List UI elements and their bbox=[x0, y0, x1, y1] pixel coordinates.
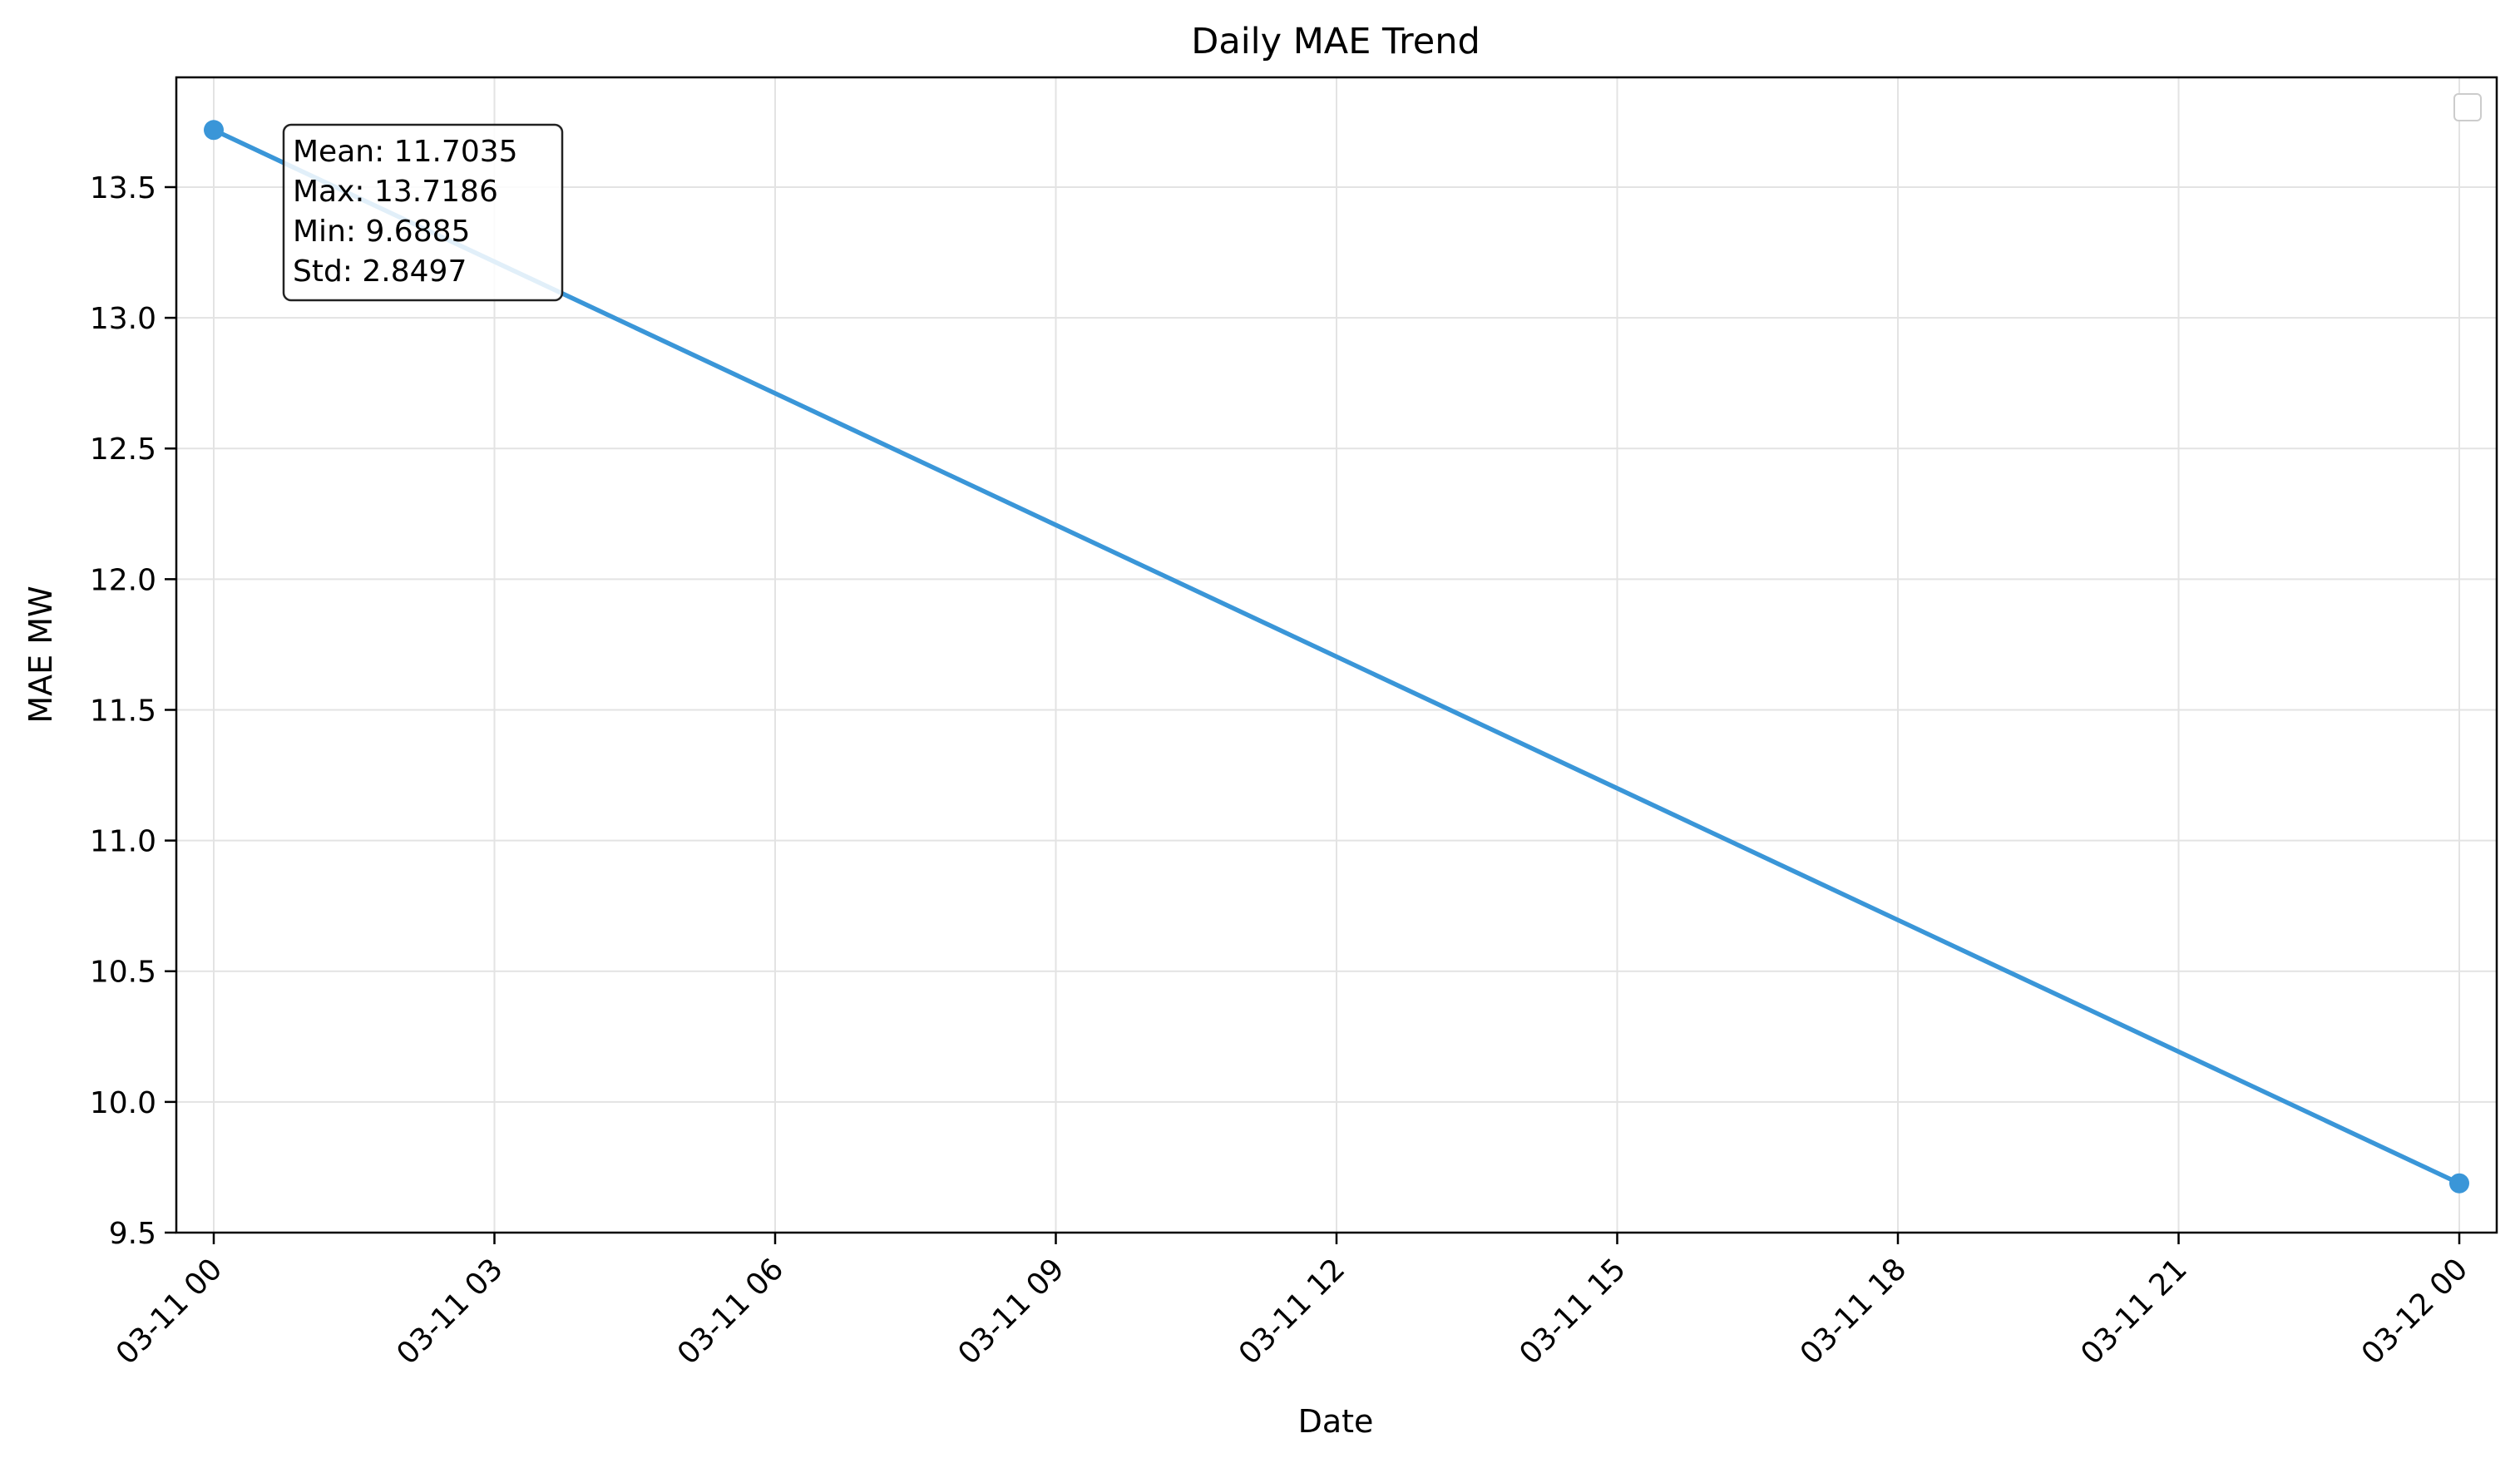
y-tick-label: 12.0 bbox=[90, 563, 156, 597]
y-tick-label: 10.5 bbox=[90, 956, 156, 990]
data-point bbox=[2449, 1173, 2469, 1194]
series bbox=[204, 120, 2469, 1194]
legend bbox=[2453, 93, 2482, 121]
stats-line: Max: 13.7186 bbox=[293, 175, 498, 209]
stats-line: Mean: 11.7035 bbox=[293, 135, 518, 169]
y-tick-label: 13.5 bbox=[90, 171, 156, 205]
x-axis-title: Date bbox=[1298, 1403, 1374, 1440]
y-tick-label: 9.5 bbox=[109, 1217, 156, 1251]
series-line bbox=[212, 127, 2461, 1186]
y-tick-label: 12.5 bbox=[90, 432, 156, 467]
y-axis-title: MAE MW bbox=[22, 586, 59, 723]
stats-line: Std: 2.8497 bbox=[293, 255, 467, 289]
chart-title: Daily MAE Trend bbox=[1191, 21, 1480, 62]
data-point bbox=[204, 120, 224, 141]
stats-line: Min: 9.6885 bbox=[293, 215, 470, 249]
stats-box: Mean: 11.7035 Max: 13.7186 Min: 9.6885 Std:… bbox=[282, 123, 564, 302]
y-tick-label: 11.0 bbox=[90, 825, 156, 859]
y-tick-label: 13.0 bbox=[90, 302, 156, 336]
y-tick-label: 10.0 bbox=[90, 1086, 156, 1120]
y-tick-label: 11.5 bbox=[90, 694, 156, 728]
legend-box bbox=[2453, 93, 2482, 121]
stats-box-frame bbox=[282, 123, 564, 302]
y-axis: 9.5 10.0 10.5 11.0 11.5 12.0 12.5 13.0 13.5 bbox=[90, 171, 176, 1251]
